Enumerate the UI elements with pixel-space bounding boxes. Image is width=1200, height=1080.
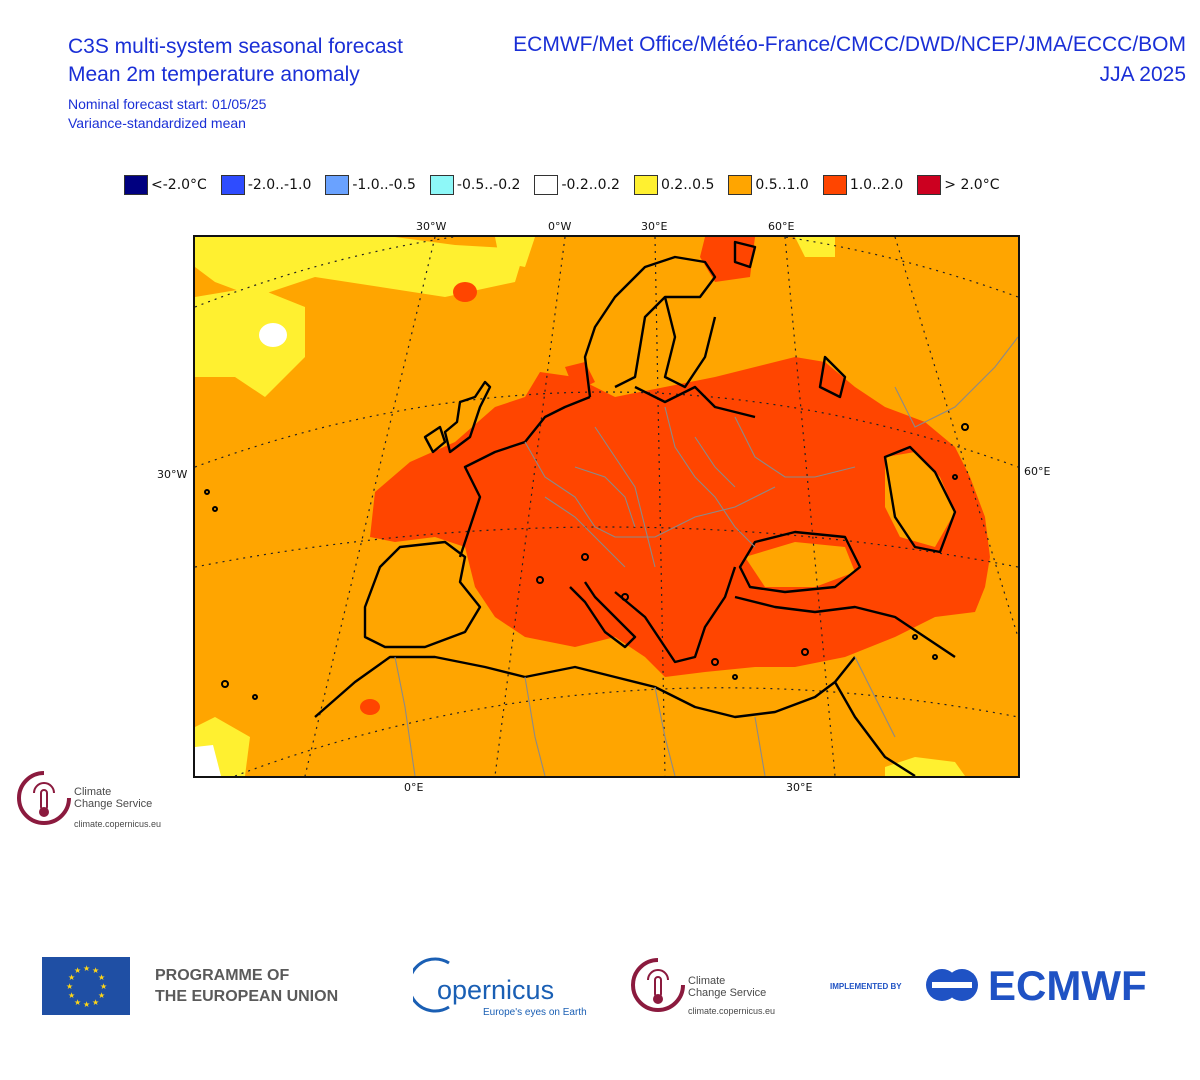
season-label: JJA 2025 <box>1099 63 1186 86</box>
legend-swatch <box>917 175 942 195</box>
lon-label-top: 60°E <box>768 220 795 233</box>
legend-swatch <box>822 175 847 195</box>
implemented-by-label: IMPLEMENTED BY <box>830 982 902 991</box>
svg-text:★: ★ <box>92 998 99 1007</box>
graticule <box>195 237 1018 776</box>
anomaly-field-1.0-2.0 <box>453 282 477 302</box>
svg-text:★: ★ <box>68 991 75 1000</box>
anomaly-field-1.0-2.0 <box>370 357 990 677</box>
anomaly-field-1.0-2.0 <box>360 699 380 715</box>
c3s-name-line2: Change Service <box>688 987 767 999</box>
map-title: C3S multi-system seasonal forecast <box>68 35 403 58</box>
lon-label-bottom: 30°E <box>786 781 813 794</box>
legend-item: 1.0..2.0 <box>822 175 903 195</box>
anomaly-field-0.2-0.5 <box>195 287 305 397</box>
anomaly-map <box>193 235 1020 778</box>
c3s-url: climate.copernicus.eu <box>688 1006 776 1016</box>
lat-label-left: 30°W <box>157 468 188 481</box>
svg-text:★: ★ <box>83 964 90 973</box>
copernicus-wordmark: opernicus <box>437 975 555 1005</box>
title-block: C3S multi-system seasonal forecast Mean … <box>68 34 403 132</box>
lon-label-top: 0°W <box>548 220 572 233</box>
island-outlines <box>204 423 969 700</box>
map-subtitle: Mean 2m temperature anomaly <box>68 63 360 86</box>
lat-label-right: 60°E <box>1024 465 1051 478</box>
forecast-start-note: Nominal forecast start: 01/05/25 <box>68 96 267 112</box>
anomaly-field-0.2-0.5 <box>885 757 965 776</box>
svg-text:★: ★ <box>74 966 81 975</box>
svg-text:★: ★ <box>100 982 107 991</box>
legend-item: -0.5..-0.2 <box>429 175 520 195</box>
legend-item: -2.0..-1.0 <box>220 175 311 195</box>
c3s-emblem-icon <box>17 771 71 825</box>
anomaly-field-neutral <box>259 323 287 347</box>
eu-programme-label: PROGRAMME OF THE EUROPEAN UNION <box>155 967 339 1005</box>
c3s-name-line1: Climate <box>74 786 112 798</box>
ecmwf-wordmark: ECMWF <box>988 962 1147 1009</box>
anomaly-field-0.2-0.5 <box>795 237 835 257</box>
legend-swatch <box>728 175 753 195</box>
legend-swatch <box>220 175 245 195</box>
svg-text:★: ★ <box>74 998 81 1007</box>
legend-item: 0.5..1.0 <box>728 175 809 195</box>
lon-label-top: 30°W <box>416 220 447 233</box>
anomaly-field-0.2-0.5 <box>195 237 525 297</box>
svg-text:★: ★ <box>83 1000 90 1009</box>
c3s-logo-small: Climate Change Service climate.copernicu… <box>14 768 194 832</box>
anomaly-field-0.2-0.5 <box>495 237 535 267</box>
ecmwf-emblem-icon <box>922 963 987 1007</box>
svg-text:★: ★ <box>66 982 73 991</box>
eu-flag-icon: ★ ★ ★ ★ ★ ★ ★ ★ ★ ★ ★ ★ <box>42 957 130 1015</box>
legend-swatch <box>124 175 148 195</box>
copernicus-tagline: Europe's eyes on Earth <box>483 1007 587 1018</box>
c3s-url: climate.copernicus.eu <box>74 819 162 829</box>
svg-text:★: ★ <box>92 966 99 975</box>
svg-text:★: ★ <box>68 973 75 982</box>
legend-item: -1.0..-0.5 <box>325 175 416 195</box>
c3s-logo-large: Climate Change Service climate.copernicu… <box>628 955 808 1019</box>
map-canvas <box>195 237 1018 776</box>
lon-label-bottom: 0°E <box>404 781 424 794</box>
legend-swatch <box>534 175 559 195</box>
systems-block: ECMWF/Met Office/Météo-France/CMCC/DWD/N… <box>513 31 1186 91</box>
svg-text:★: ★ <box>98 991 105 1000</box>
lon-label-top: 30°E <box>641 220 668 233</box>
svg-text:★: ★ <box>98 973 105 982</box>
color-legend: <-2.0°C -2.0..-1.0 -1.0..-0.5 -0.5..-0.2… <box>124 175 1014 195</box>
c3s-name-line2: Change Service <box>74 798 153 810</box>
legend-item: -0.2..0.2 <box>534 175 620 195</box>
anomaly-field-neutral <box>195 745 221 776</box>
legend-swatch <box>633 175 658 195</box>
legend-swatch <box>325 175 350 195</box>
copernicus-logo: opernicus Europe's eyes on Earth <box>413 955 588 1020</box>
legend-item: <-2.0°C <box>124 175 207 195</box>
legend-swatch <box>429 175 454 195</box>
c3s-name-line1: Climate <box>688 975 726 987</box>
copernicus-c-icon <box>413 957 450 1013</box>
method-note: Variance-standardized mean <box>68 115 246 131</box>
legend-item: > 2.0°C <box>917 175 1000 195</box>
c3s-emblem-icon <box>631 958 685 1012</box>
country-borders <box>394 336 1018 776</box>
anomaly-field-0.5-1.0 <box>745 542 855 587</box>
coastlines <box>314 240 957 776</box>
systems-list: ECMWF/Met Office/Météo-France/CMCC/DWD/N… <box>513 33 1186 56</box>
anomaly-field-1.0-2.0 <box>700 237 755 282</box>
legend-item: 0.2..0.5 <box>633 175 714 195</box>
